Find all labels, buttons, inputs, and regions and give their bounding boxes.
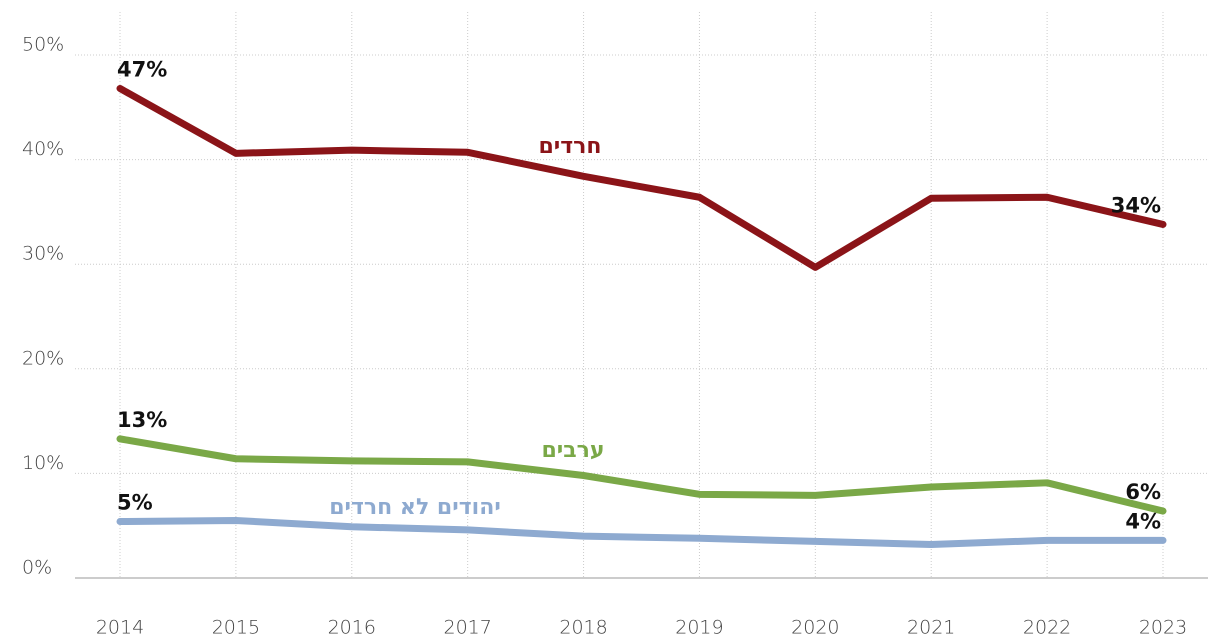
y-tick-label: 50% (22, 34, 64, 56)
series-line (116, 435, 1167, 515)
series-label: יהודים לא חרדים (329, 495, 501, 520)
series-line (116, 84, 1167, 271)
x-tick-label: 2022 (1023, 617, 1071, 639)
series-line (116, 516, 1167, 549)
x-tick-label: 2015 (212, 617, 260, 639)
x-tick-label: 2023 (1139, 617, 1187, 639)
data-label: 47% (117, 57, 167, 81)
data-label: 4% (1125, 509, 1161, 533)
x-tick-label: 2020 (791, 617, 839, 639)
data-label: 5% (117, 491, 153, 515)
y-tick-label: 0% (22, 557, 52, 579)
x-tick-label: 2016 (328, 617, 376, 639)
data-label: 6% (1125, 480, 1161, 504)
y-tick-label: 20% (22, 347, 64, 369)
y-tick-label: 40% (22, 138, 64, 160)
x-tick-label: 2017 (443, 617, 491, 639)
y-tick-label: 10% (22, 452, 64, 474)
x-tick-label: 2014 (96, 617, 144, 639)
series-label: ערבים (541, 438, 604, 463)
x-tick-label: 2018 (559, 617, 607, 639)
x-tick-label: 2021 (907, 617, 955, 639)
x-tick-label: 2019 (675, 617, 723, 639)
series-label: חרדים (538, 134, 601, 159)
data-label: 13% (117, 408, 167, 432)
y-tick-label: 30% (22, 243, 64, 265)
data-label: 34% (1111, 193, 1161, 217)
